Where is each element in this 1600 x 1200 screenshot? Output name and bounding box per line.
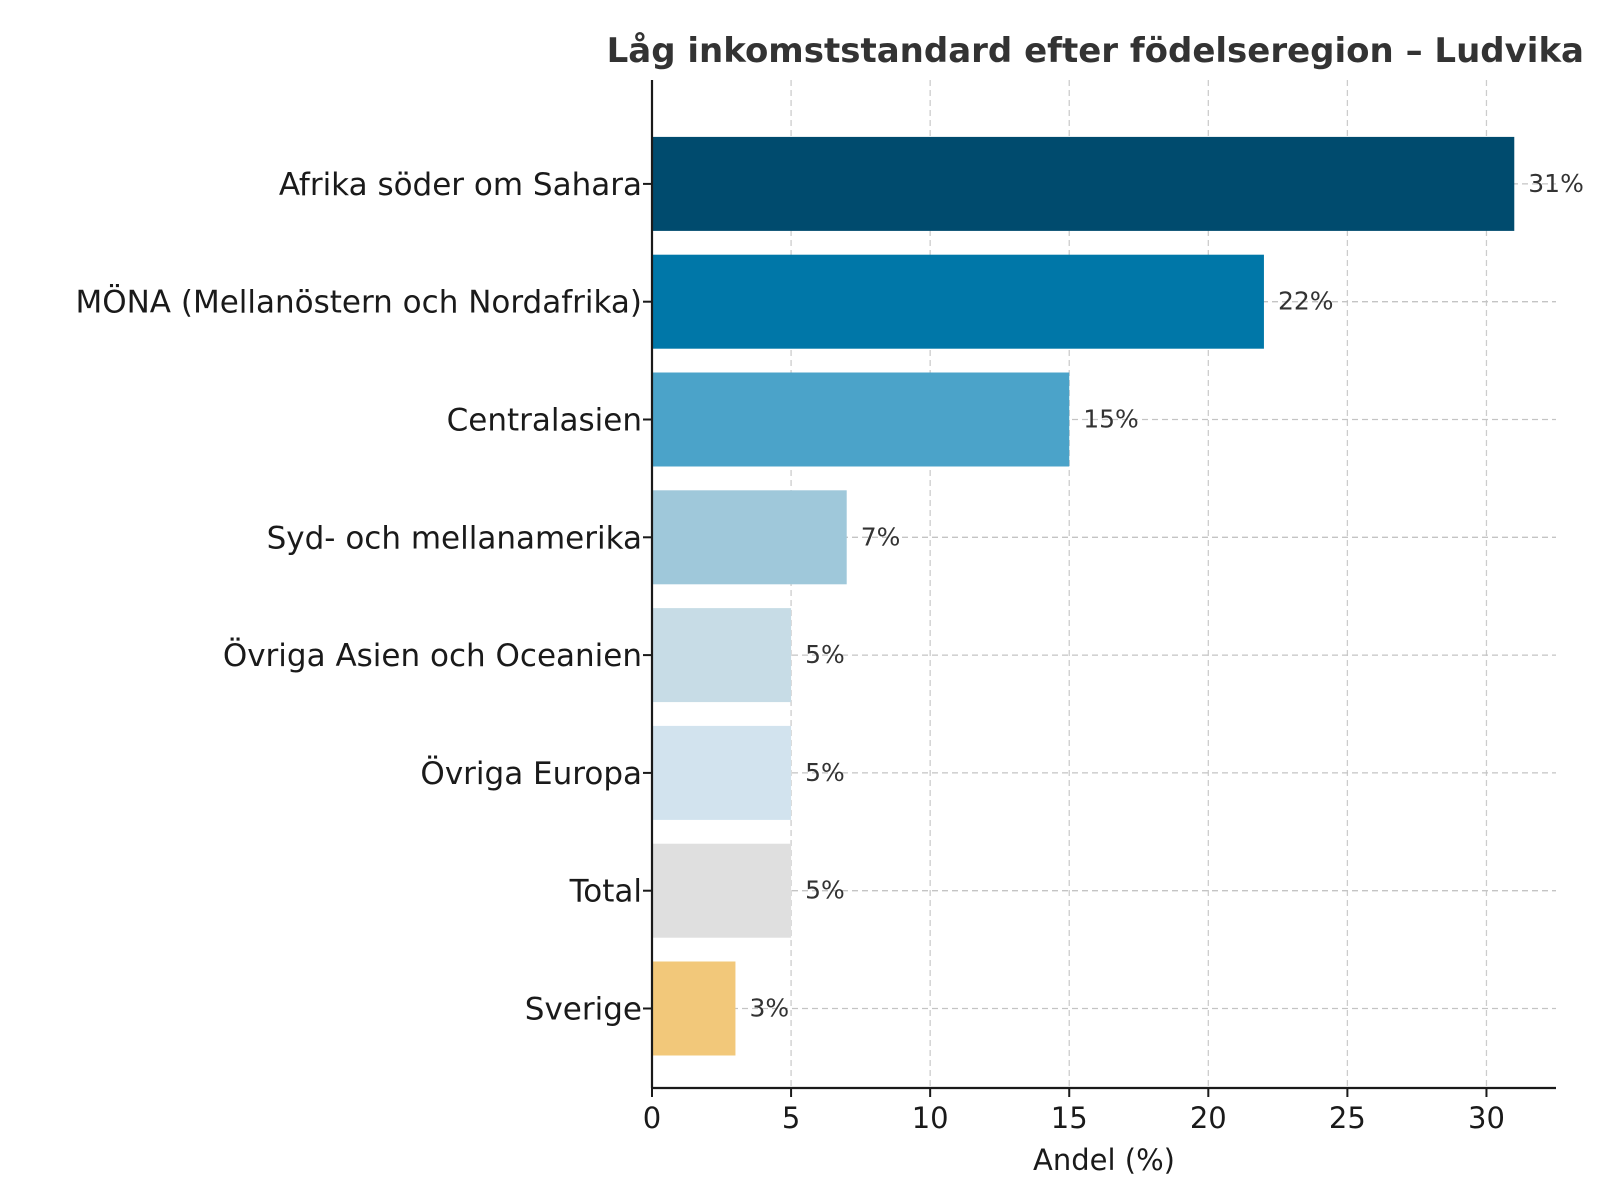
category-label: MÖNA (Mellanöstern och Nordafrika) xyxy=(75,284,642,321)
category-label: Övriga Asien och Oceanien xyxy=(223,637,642,674)
value-label: 5% xyxy=(805,758,845,787)
category-label: Sverige xyxy=(525,992,642,1028)
x-tick-label: 30 xyxy=(1468,1101,1505,1135)
bar xyxy=(652,490,847,585)
category-label: Afrika söder om Sahara xyxy=(279,167,642,203)
value-label: 5% xyxy=(805,876,845,905)
axes: 0 5 10 15 20 25 30 xyxy=(643,80,1556,1135)
category-label: Syd- och mellanamerika xyxy=(267,520,642,556)
bar xyxy=(652,961,736,1056)
value-label: 15% xyxy=(1083,405,1139,434)
bar xyxy=(652,843,792,938)
category-label: Centralasien xyxy=(447,403,642,439)
category-labels: Afrika söder om Sahara MÖNA (Mellanöstern… xyxy=(75,167,642,1028)
chart-title: Låg inkomststandard efter födelseregion … xyxy=(607,31,1584,71)
x-tick-label: 10 xyxy=(912,1101,949,1135)
bar xyxy=(652,725,792,820)
value-label: 5% xyxy=(805,640,845,669)
value-label: 22% xyxy=(1278,287,1334,316)
category-label: Total xyxy=(569,874,642,910)
bar xyxy=(652,608,792,703)
value-label: 3% xyxy=(749,994,789,1023)
bar xyxy=(652,254,1264,349)
category-label: Övriga Europa xyxy=(420,755,642,792)
value-labels: 31% 22% 15% 7% 5% 5% 5% 3% xyxy=(749,169,1583,1023)
value-label: 7% xyxy=(861,522,901,551)
x-tick-label: 5 xyxy=(782,1101,800,1135)
bars xyxy=(652,136,1515,1056)
value-label: 31% xyxy=(1528,169,1584,198)
x-axis-label: Andel (%) xyxy=(1033,1143,1175,1177)
x-tick-label: 0 xyxy=(643,1101,661,1135)
x-tick-label: 15 xyxy=(1051,1101,1088,1135)
bar xyxy=(652,372,1070,467)
bar xyxy=(652,136,1515,231)
x-tick-label: 20 xyxy=(1190,1101,1227,1135)
x-tick-label: 25 xyxy=(1329,1101,1366,1135)
